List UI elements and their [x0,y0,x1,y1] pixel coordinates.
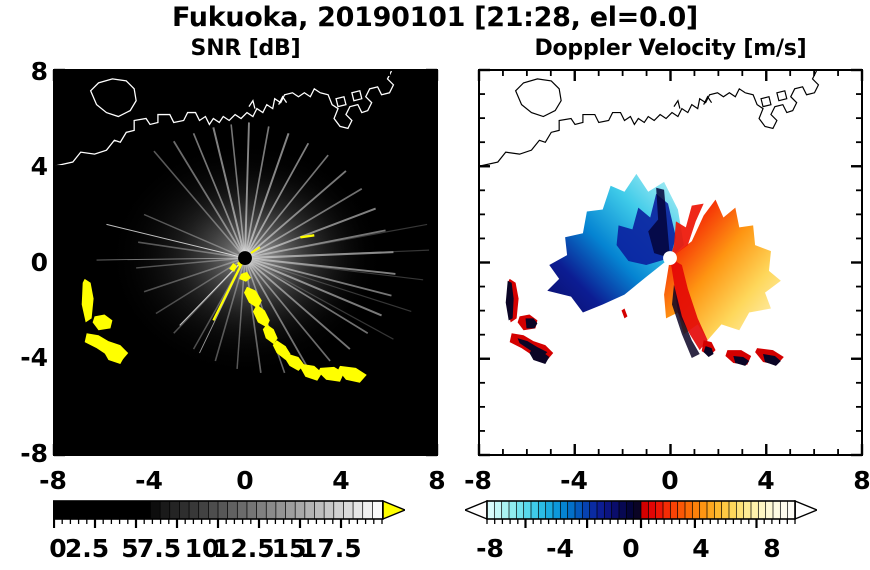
snr-xtick-neg4: -4 [135,466,163,495]
doppler-xtick-4: 4 [757,466,775,495]
doppler-xtick-neg8: -8 [464,466,492,495]
snr-ytick-0: 0 [30,248,48,277]
doppler-colorbar-canvas [465,500,817,528]
snr-xtick-0: 0 [236,466,254,495]
doppler-colorbar-extend-max-arrow [794,500,817,521]
snr-xtick-4: 4 [332,466,350,495]
doppler-colorbar[interactable] [465,500,817,530]
snr-radar-site-marker [238,251,252,265]
snr-cbar-label-15: 15 [271,534,307,563]
doppler-receding-lobe [664,199,781,359]
doppler-colorbar-extend-min-arrow [465,500,488,521]
snr-xtick-8: 8 [428,466,446,495]
snr-ytick-8: 8 [30,57,48,86]
doppler-clutter-spots [505,278,784,366]
snr-xtick-neg8: -8 [39,466,67,495]
doppler-xtick-neg4: -4 [560,466,588,495]
snr-ytick-neg8: -8 [20,439,48,468]
doppler-panel-title: Doppler Velocity [m/s] [534,36,807,61]
snr-colorbar-extend-arrow [382,500,405,521]
snr-plot[interactable] [53,69,438,456]
doppler-cbar-label-4: 4 [692,534,710,563]
snr-radial-spokes [96,122,430,374]
snr-cbar-label-2p5: 2.5 [64,534,110,563]
doppler-xtick-0: 0 [661,466,679,495]
snr-cbar-label-0: 0 [49,534,67,563]
doppler-coastline [480,71,820,167]
page-title: Fukuoka, 20190101 [21:28, el=0.0] [172,2,698,33]
snr-coastline [55,71,395,167]
snr-plot-canvas [55,71,436,454]
doppler-cbar-label-neg4: -4 [546,534,574,563]
snr-clutter-streaks [212,234,315,321]
snr-ytick-neg4: -4 [20,343,48,372]
snr-clutter-southeast [229,260,367,383]
snr-colorbar-canvas [53,500,405,528]
snr-cbar-label-10: 10 [184,534,220,563]
snr-ytick-4: 4 [30,152,48,181]
doppler-radar-site-marker [663,251,677,265]
doppler-xtick-8: 8 [853,466,870,495]
doppler-cbar-label-0: 0 [622,534,640,563]
snr-panel-title: SNR [dB] [190,36,301,61]
snr-cbar-label-17p5: 17.5 [300,534,362,563]
snr-cbar-label-7p5: 7.5 [136,534,182,563]
snr-colorbar[interactable] [53,500,405,530]
snr-cbar-label-5: 5 [121,534,139,563]
doppler-approaching-lobe [547,173,684,313]
doppler-cbar-label-neg8: -8 [476,534,504,563]
doppler-cbar-label-8: 8 [763,534,781,563]
doppler-plot-canvas [480,71,861,454]
doppler-plot[interactable] [478,69,863,456]
snr-cbar-label-12p5: 12.5 [213,534,275,563]
snr-clutter-west-islands [81,278,129,364]
